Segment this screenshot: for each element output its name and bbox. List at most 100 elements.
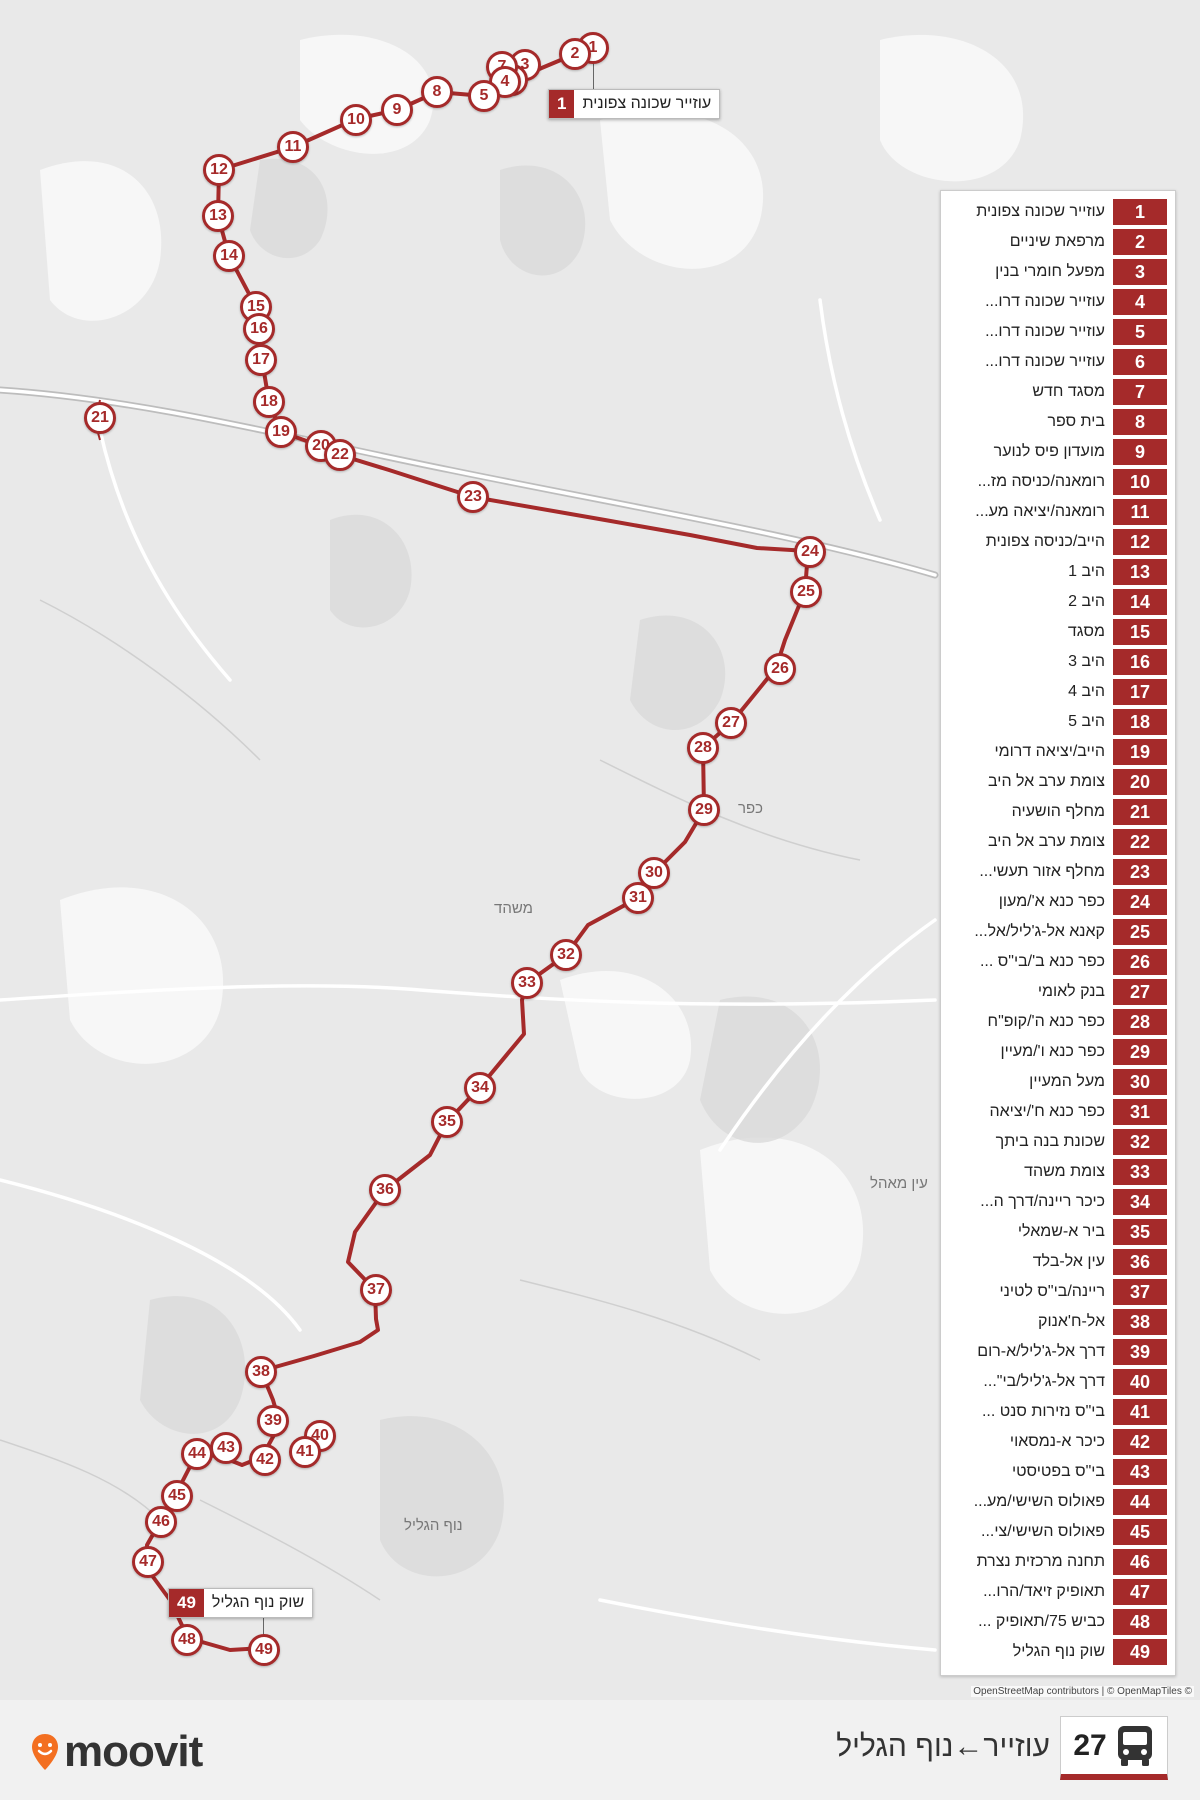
- legend-row[interactable]: 31 כפר כנא ח'/יציאה: [941, 1097, 1175, 1127]
- stop-marker-47[interactable]: 47: [132, 1546, 164, 1578]
- start-stop-callout[interactable]: 1 עוזייר שכונה צפונית: [548, 89, 721, 119]
- stop-marker-39[interactable]: 39: [257, 1405, 289, 1437]
- legend-row[interactable]: 20 צומת ערב אל היב: [941, 767, 1175, 797]
- legend-row[interactable]: 37 ריינה/בי"ס לטיני: [941, 1277, 1175, 1307]
- stop-marker-2[interactable]: 2: [559, 38, 591, 70]
- legend-row[interactable]: 44 פאולוס השישי/מע...: [941, 1487, 1175, 1517]
- legend-stop-name: היב 1: [1068, 563, 1105, 580]
- legend-row[interactable]: 26 כפר כנא ב'/בי"ס ...: [941, 947, 1175, 977]
- legend-row[interactable]: 30 מעל המעיין: [941, 1067, 1175, 1097]
- legend-row[interactable]: 48 כביש 75/תאופיק ...: [941, 1607, 1175, 1637]
- stop-marker-23[interactable]: 23: [457, 481, 489, 513]
- stop-marker-14[interactable]: 14: [213, 240, 245, 272]
- stop-marker-37[interactable]: 37: [360, 1274, 392, 1306]
- legend-row[interactable]: 18 היב 5: [941, 707, 1175, 737]
- stop-marker-41[interactable]: 41: [289, 1436, 321, 1468]
- legend-row[interactable]: 2 מרפאת שיניים: [941, 227, 1175, 257]
- stop-marker-26[interactable]: 26: [764, 653, 796, 685]
- stop-marker-9[interactable]: 9: [381, 94, 413, 126]
- stop-marker-5[interactable]: 5: [468, 80, 500, 112]
- stop-marker-34[interactable]: 34: [464, 1072, 496, 1104]
- route-badge[interactable]: 27: [1060, 1716, 1168, 1780]
- stop-marker-25[interactable]: 25: [790, 576, 822, 608]
- end-stop-callout[interactable]: 49 שוק נוף הגליל: [168, 1588, 314, 1618]
- stop-marker-16[interactable]: 16: [243, 313, 275, 345]
- stop-marker-42[interactable]: 42: [249, 1444, 281, 1476]
- legend-stop-number: 38: [1113, 1309, 1167, 1335]
- legend-row[interactable]: 23 מחלף אזור תעשי...: [941, 857, 1175, 887]
- stop-marker-19[interactable]: 19: [265, 416, 297, 448]
- stop-marker-8[interactable]: 8: [421, 76, 453, 108]
- route-title: עוזייר←נוף הגליל: [836, 1730, 1050, 1763]
- stop-marker-13[interactable]: 13: [202, 200, 234, 232]
- legend-row[interactable]: 19 הייב/יציאה דרומי: [941, 737, 1175, 767]
- stop-marker-18[interactable]: 18: [253, 386, 285, 418]
- stop-marker-20[interactable]: 20: [305, 430, 337, 462]
- legend-row[interactable]: 38 אל-ח'אנוק: [941, 1307, 1175, 1337]
- stop-marker-35[interactable]: 35: [431, 1106, 463, 1138]
- stop-marker-17[interactable]: 17: [245, 344, 277, 376]
- legend-row[interactable]: 10 רומאנה/כניסה מז...: [941, 467, 1175, 497]
- legend-row[interactable]: 13 היב 1: [941, 557, 1175, 587]
- legend-row[interactable]: 36 עין אל-בלד: [941, 1247, 1175, 1277]
- legend-row[interactable]: 35 ביר א-שמאלי: [941, 1217, 1175, 1247]
- legend-row[interactable]: 9 מועדון פיס לנוער: [941, 437, 1175, 467]
- legend-row[interactable]: 17 היב 4: [941, 677, 1175, 707]
- stop-marker-44[interactable]: 44: [181, 1438, 213, 1470]
- stop-marker-10[interactable]: 10: [340, 104, 372, 136]
- legend-row[interactable]: 21 מחלף הושעיה: [941, 797, 1175, 827]
- legend-row[interactable]: 42 כיכר א-נמסאוי: [941, 1427, 1175, 1457]
- legend-row[interactable]: 49 שוק נוף הגליל: [941, 1637, 1175, 1667]
- stop-marker-36[interactable]: 36: [369, 1174, 401, 1206]
- legend-row[interactable]: 6 עוזייר שכונה דרו...: [941, 347, 1175, 377]
- legend-row[interactable]: 33 צומת משהד: [941, 1157, 1175, 1187]
- legend-row[interactable]: 46 תחנה מרכזית נצרת: [941, 1547, 1175, 1577]
- stop-marker-28[interactable]: 28: [687, 732, 719, 764]
- legend-row[interactable]: 47 תאופיק זיאד/הרו...: [941, 1577, 1175, 1607]
- legend-row[interactable]: 24 כפר כנא א'/מעון: [941, 887, 1175, 917]
- legend-stop-name: ריינה/בי"ס לטיני: [999, 1283, 1105, 1300]
- stop-marker-31[interactable]: 31: [622, 882, 654, 914]
- legend-stop-number: 27: [1113, 979, 1167, 1005]
- stop-marker-38[interactable]: 38: [245, 1356, 277, 1388]
- legend-row[interactable]: 1 עוזייר שכונה צפונית: [941, 197, 1175, 227]
- stop-marker-24[interactable]: 24: [794, 536, 826, 568]
- stop-marker-12[interactable]: 12: [203, 154, 235, 186]
- legend-row[interactable]: 41 בי"ס נזירות סנט ...: [941, 1397, 1175, 1427]
- stop-marker-49[interactable]: 49: [248, 1634, 280, 1666]
- legend-row[interactable]: 40 דרך אל-ג'ליל/בי"...: [941, 1367, 1175, 1397]
- stop-marker-21[interactable]: 21: [84, 402, 116, 434]
- legend-stop-number: 11: [1113, 499, 1167, 525]
- stop-marker-48[interactable]: 48: [171, 1624, 203, 1656]
- legend-row[interactable]: 12 הייב/כניסה צפונית: [941, 527, 1175, 557]
- stop-marker-46[interactable]: 46: [145, 1506, 177, 1538]
- legend-row[interactable]: 5 עוזייר שכונה דרו...: [941, 317, 1175, 347]
- legend-row[interactable]: 29 כפר כנא ו'/מעיין: [941, 1037, 1175, 1067]
- legend-row[interactable]: 34 כיכר ריינה/דרך ה...: [941, 1187, 1175, 1217]
- legend-row[interactable]: 28 כפר כנא ה'/קופ"ח: [941, 1007, 1175, 1037]
- legend-row[interactable]: 27 בנק לאומי: [941, 977, 1175, 1007]
- legend-row[interactable]: 25 קאנא אל-ג'ליל/אל...: [941, 917, 1175, 947]
- legend-row[interactable]: 16 היב 3: [941, 647, 1175, 677]
- stop-marker-33[interactable]: 33: [511, 967, 543, 999]
- legend-row[interactable]: 11 רומאנה/יציאה מע...: [941, 497, 1175, 527]
- stop-marker-22[interactable]: 22: [324, 439, 356, 471]
- legend-row[interactable]: 3 מפעל חומרי בנין: [941, 257, 1175, 287]
- callout-number: 49: [169, 1589, 204, 1617]
- legend-row[interactable]: 14 היב 2: [941, 587, 1175, 617]
- legend-row[interactable]: 45 פאולוס השישי/צי...: [941, 1517, 1175, 1547]
- stop-marker-27[interactable]: 27: [715, 707, 747, 739]
- stop-marker-43[interactable]: 43: [210, 1432, 242, 1464]
- legend-row[interactable]: 7 מסגד חדש: [941, 377, 1175, 407]
- legend-row[interactable]: 39 דרך אל-ג'ליל/א-רום: [941, 1337, 1175, 1367]
- legend-row[interactable]: 22 צומת ערב אל היב: [941, 827, 1175, 857]
- legend-row[interactable]: 8 בית ספר: [941, 407, 1175, 437]
- stop-marker-11[interactable]: 11: [277, 131, 309, 163]
- legend-row[interactable]: 15 מסגד: [941, 617, 1175, 647]
- route-map[interactable]: כפר משהד עין מאהל נוף הגליל 1 עוזייר שכו…: [0, 0, 1200, 1700]
- stop-marker-29[interactable]: 29: [688, 794, 720, 826]
- stop-marker-32[interactable]: 32: [550, 939, 582, 971]
- legend-row[interactable]: 43 בי"ס בפטיסטי: [941, 1457, 1175, 1487]
- legend-row[interactable]: 32 שכונת בנה ביתך: [941, 1127, 1175, 1157]
- legend-row[interactable]: 4 עוזייר שכונה דרו...: [941, 287, 1175, 317]
